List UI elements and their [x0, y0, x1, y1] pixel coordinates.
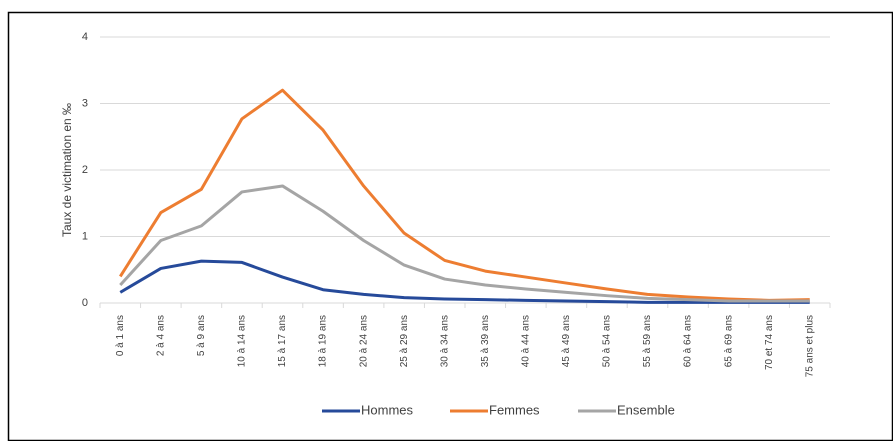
y-tick-label: 2 — [82, 164, 88, 176]
series-line — [119, 88, 810, 302]
x-tick-label: 5 à 9 ans — [196, 315, 207, 356]
x-tick-label: 30 à 34 ans — [439, 315, 450, 367]
legend-text: Hommes — [361, 402, 414, 417]
y-tick-label: 1 — [82, 230, 88, 242]
x-tick-label: 10 à 14 ans — [237, 315, 248, 367]
x-tick-label: 15 à 17 ans — [277, 315, 288, 367]
y-tick-label: 4 — [82, 31, 88, 43]
x-tick-label: 75 ans et plus — [804, 315, 815, 377]
y-tick-label: 0 — [82, 297, 88, 309]
x-tick-label: 65 à 69 ans — [723, 315, 734, 367]
x-tick-label: 25 à 29 ans — [399, 315, 410, 367]
series-line — [119, 184, 810, 303]
y-tick-label: 3 — [82, 97, 88, 109]
x-tick-label: 0 à 1 ans — [115, 315, 126, 356]
legend-text: Ensemble — [617, 402, 675, 417]
x-tick-label: 45 à 49 ans — [561, 315, 572, 367]
x-tick-label: 55 à 59 ans — [642, 315, 653, 367]
legend-text: Femmes — [489, 402, 540, 417]
x-tick-label: 2 à 4 ans — [155, 315, 166, 356]
x-tick-label: 40 à 44 ans — [520, 315, 531, 367]
chart-border — [7, 11, 893, 441]
x-tick-label: 70 et 74 ans — [764, 315, 775, 370]
x-tick-label: 60 à 64 ans — [683, 315, 694, 367]
x-tick-label: 35 à 39 ans — [480, 315, 491, 367]
x-tick-label: 50 à 54 ans — [602, 315, 613, 367]
y-axis-label: Taux de victimation en ‰ — [60, 103, 74, 237]
series-line — [119, 259, 810, 304]
x-tick-label: 20 à 24 ans — [358, 315, 369, 367]
x-tick-label: 18 à 19 ans — [318, 315, 329, 367]
